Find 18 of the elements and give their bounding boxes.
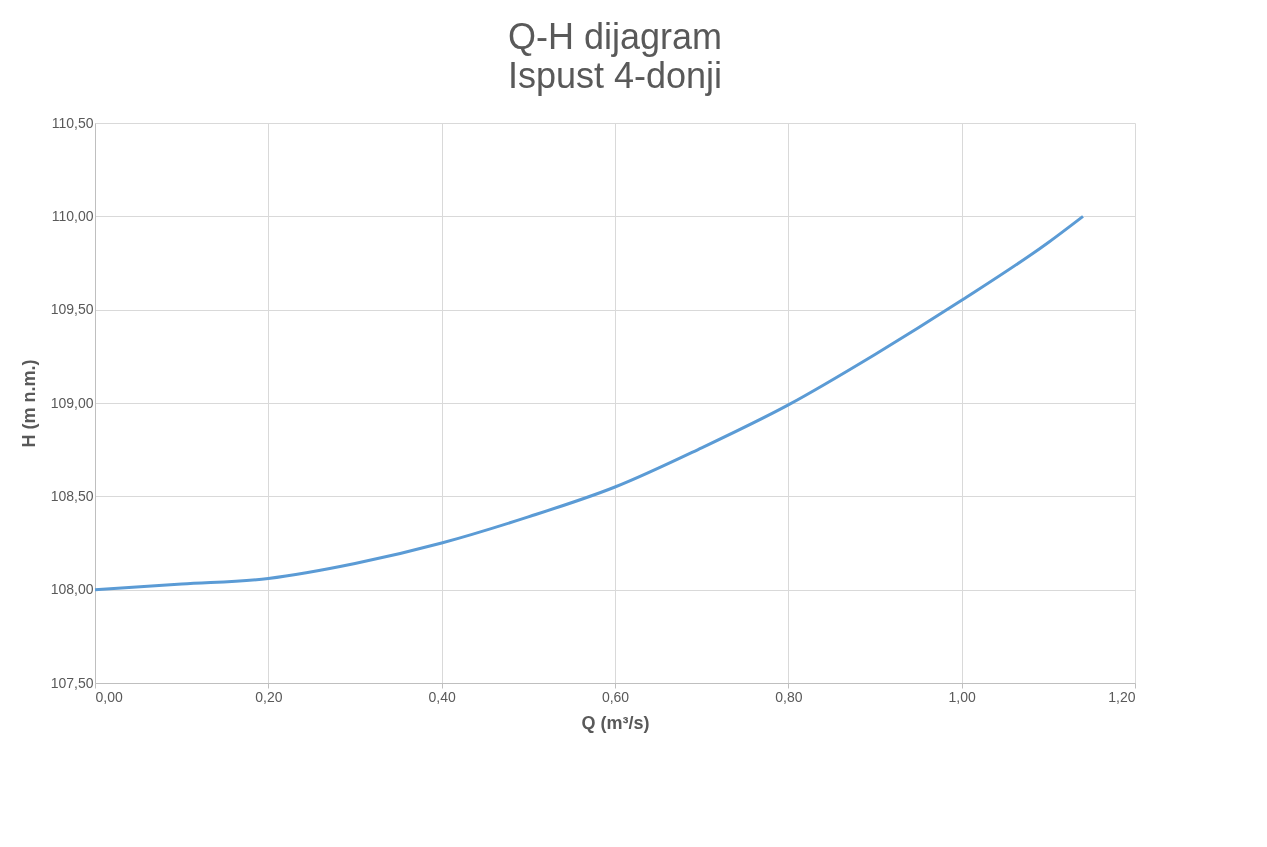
y-axis-title: H (m n.m.) xyxy=(18,359,39,448)
line-series xyxy=(93,214,1085,592)
x-tick-label: 0,20 xyxy=(255,688,283,705)
y-tick-label: 108,00 xyxy=(50,581,94,598)
y-tick-label: 107,50 xyxy=(50,674,94,691)
x-tick-label: 1,20 xyxy=(1108,688,1136,705)
y-tick-label: 108,50 xyxy=(50,487,94,504)
x-tick-label: 0,40 xyxy=(428,688,456,705)
y-tick-label: 110,00 xyxy=(51,207,94,224)
x-tick-label: 0,00 xyxy=(95,688,123,705)
x-axis-title: Q (m³/s) xyxy=(581,712,650,733)
y-tick-label: 109,00 xyxy=(50,394,94,411)
x-tick-label: 0,60 xyxy=(601,688,630,705)
y-tick-label: 109,50 xyxy=(50,301,94,318)
x-tick-label: 1,00 xyxy=(948,688,976,705)
x-tick-label: 0,80 xyxy=(775,688,803,705)
y-tick-label: 110,50 xyxy=(51,114,94,131)
chart-title: Q-H dijagram xyxy=(507,16,723,57)
